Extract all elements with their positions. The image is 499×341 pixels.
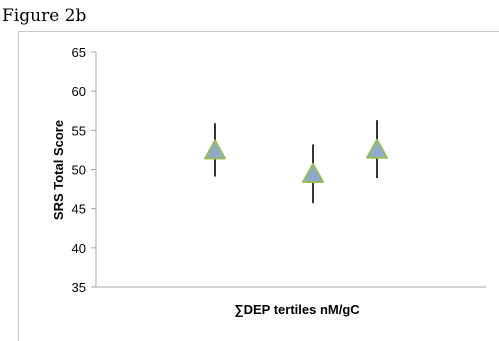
frame-border-top xyxy=(18,31,499,32)
y-tick-label: 55 xyxy=(72,123,86,138)
x-axis-title: ∑DEP tertiles nM/gC xyxy=(234,302,360,317)
y-tick-label: 60 xyxy=(72,84,86,99)
y-tick-label: 40 xyxy=(72,241,86,256)
y-tick-label: 35 xyxy=(72,280,86,295)
plot-area: 35 40 45 50 55 60 65 xyxy=(72,45,486,295)
y-tick-label: 50 xyxy=(72,163,86,178)
y-axis-title: SRS Total Score xyxy=(51,120,66,220)
frame-border-left xyxy=(18,31,19,341)
y-tick-label: 65 xyxy=(72,45,86,60)
figure-title: Figure 2b xyxy=(2,6,87,26)
data-point-triangle xyxy=(204,139,226,160)
data-point-triangle xyxy=(302,162,324,183)
data-point-triangle xyxy=(366,138,388,159)
y-tick-label: 45 xyxy=(72,202,86,217)
y-ticks: 35 40 45 50 55 60 65 xyxy=(72,45,96,295)
data-markers xyxy=(204,120,388,204)
